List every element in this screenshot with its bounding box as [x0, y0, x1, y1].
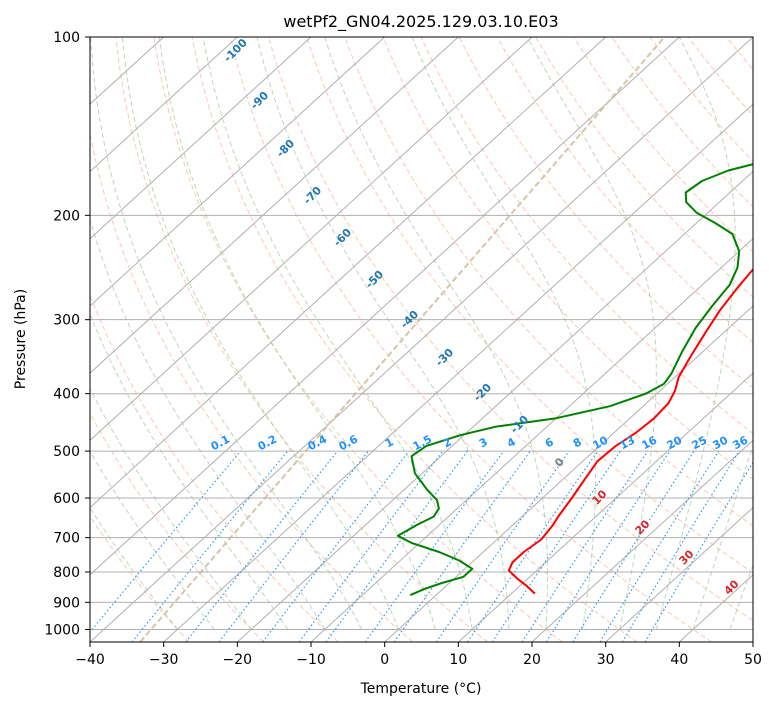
- moist-adiabat: [121, 37, 399, 630]
- isotherm-line: [605, 506, 753, 642]
- x-tick-label: 30: [597, 652, 615, 668]
- moist-adiabat: [324, 37, 549, 630]
- isotherm-line: [90, 37, 238, 173]
- x-tick-label: 0: [380, 652, 389, 668]
- dry-adiabat: [420, 37, 753, 435]
- plot-frame: [89, 36, 754, 643]
- moist-adiabat: [729, 563, 753, 630]
- isotherm-line: [384, 305, 753, 642]
- dry-adiabat: [191, 37, 638, 642]
- mixing-ratio-line: [491, 450, 621, 642]
- x-tick-label: −20: [223, 652, 253, 668]
- mixing-ratio-line: [621, 450, 740, 642]
- y-tick-label: 200: [53, 208, 80, 224]
- dry-adiabat: [115, 37, 488, 642]
- moist-adiabat: [90, 506, 178, 630]
- mixing-ratio-line: [572, 450, 695, 642]
- mixing-ratio-label: 13: [618, 434, 638, 453]
- x-tick-label: −10: [296, 652, 326, 668]
- mixing-ratio-label: 25: [690, 434, 710, 453]
- x-tick-label: 20: [523, 652, 541, 668]
- moist-adiabat: [527, 37, 657, 630]
- dry-adiabat: [268, 37, 753, 622]
- mixing-ratio-label: 16: [640, 433, 660, 452]
- temperature-line: [507, 267, 753, 595]
- x-tick-label: 40: [670, 652, 688, 668]
- moist-adiabat: [90, 387, 252, 630]
- isotherm-line: [90, 37, 680, 576]
- isotherm-line: [90, 37, 533, 442]
- dry-adiabat: [535, 37, 753, 298]
- x-tick-label: 50: [744, 652, 762, 668]
- mixing-ratio-line: [435, 450, 570, 642]
- moist-adiabat: [655, 37, 736, 630]
- isotherm-line: [531, 439, 753, 642]
- dewpoint-line: [396, 163, 753, 597]
- x-tick-label: −30: [149, 652, 179, 668]
- isotherm-line: [90, 37, 607, 509]
- chart-title: wetPf2_GN04.2025.129.03.10.E03: [283, 12, 558, 32]
- mixing-ratio-label: 36: [731, 433, 751, 452]
- isotherm-line: [90, 37, 386, 307]
- x-tick-label: −40: [75, 652, 105, 668]
- isotherm-line: [163, 103, 753, 642]
- y-tick-label: 1000: [44, 622, 80, 638]
- mixing-ratio-line: [131, 450, 289, 642]
- dry-adiabat: [90, 412, 264, 642]
- moist-adiabat: [411, 37, 596, 630]
- mixing-ratio-label: 10: [591, 433, 611, 452]
- y-tick-label: 900: [53, 595, 80, 611]
- isotherm-line: [310, 237, 753, 642]
- mixing-ratio-line: [467, 450, 599, 642]
- y-tick-label: 300: [53, 313, 80, 329]
- moist-adiabat: [256, 37, 510, 630]
- dry-adiabat: [382, 37, 753, 481]
- moist-adiabat: [90, 450, 215, 630]
- mixing-ratio-line: [185, 450, 339, 642]
- isotherm-line: [90, 37, 312, 240]
- moist-adiabat: [90, 313, 289, 630]
- dry-adiabat: [153, 37, 563, 642]
- x-tick-label: 10: [449, 652, 467, 668]
- mixing-ratio-line: [325, 450, 468, 642]
- mixing-ratio-line: [364, 450, 505, 642]
- isotherm-line: [90, 37, 753, 642]
- moist-adiabat: [90, 217, 326, 630]
- y-axis-title: Pressure (hPa): [13, 289, 29, 389]
- y-tick-label: 800: [53, 565, 80, 581]
- y-tick-label: 400: [53, 387, 80, 403]
- special-isotherm: [139, 37, 666, 642]
- x-axis-title: Temperature (°C): [360, 681, 482, 697]
- y-tick-label: 700: [53, 531, 80, 547]
- y-tick-label: 500: [53, 444, 80, 460]
- moist-adiabat: [692, 444, 753, 630]
- dry-adiabat: [306, 37, 753, 574]
- isotherm-line: [457, 372, 753, 642]
- mixing-ratio-line: [393, 450, 531, 642]
- mixing-ratio-label: 20: [665, 433, 685, 452]
- dry-adiabat: [496, 37, 753, 344]
- mixing-ratio-label: 30: [711, 433, 731, 452]
- isotherm-line: [90, 37, 459, 374]
- moist-adiabat: [158, 37, 436, 630]
- mixing-ratio-line: [545, 450, 671, 642]
- y-tick-label: 100: [53, 30, 80, 46]
- isotherm-line: [236, 170, 753, 642]
- mixing-ratio-line: [521, 450, 649, 642]
- mixing-ratio-line: [90, 450, 242, 633]
- mixing-ratio-line: [298, 450, 444, 642]
- y-tick-label: 600: [53, 491, 80, 507]
- mixing-ratio-line: [262, 450, 410, 642]
- moist-adiabat: [90, 37, 363, 630]
